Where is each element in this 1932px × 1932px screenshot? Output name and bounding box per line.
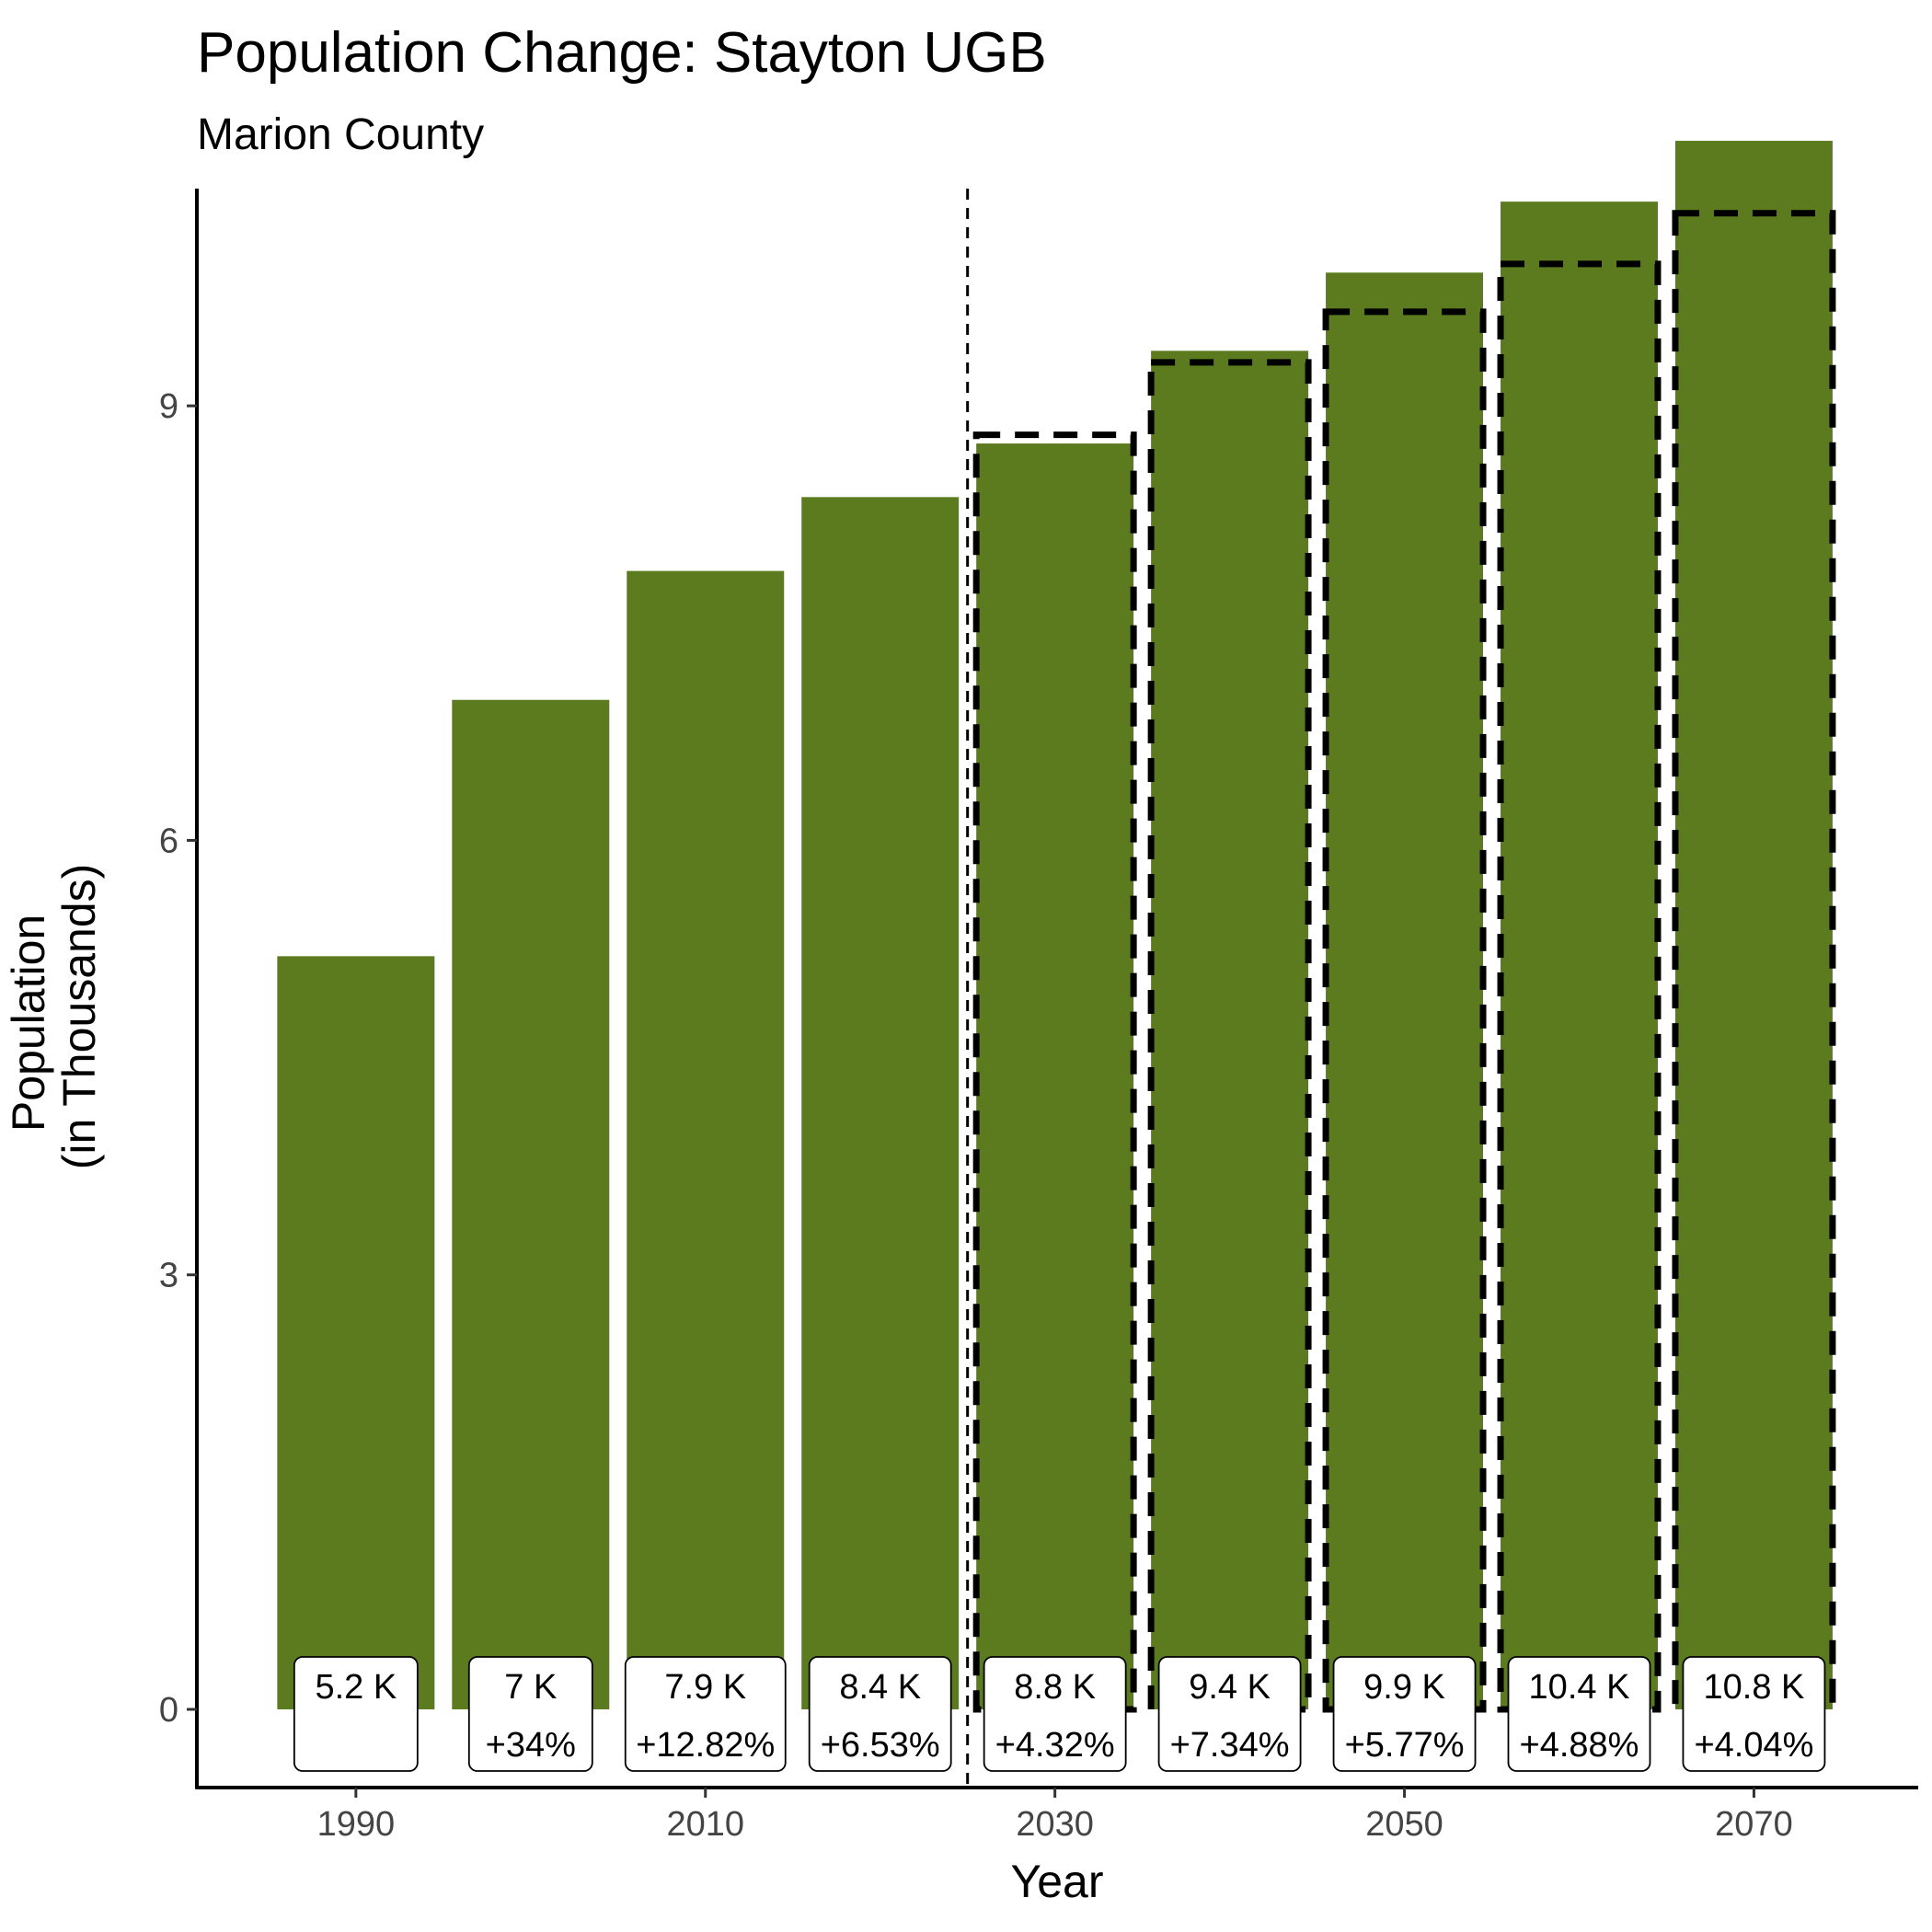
x-tick-label-2030: 2030 — [1016, 1805, 1094, 1844]
data-label-box — [467, 1656, 593, 1772]
data-label-change: +5.77% — [1345, 1726, 1465, 1765]
data-label-2020: 8.4 K +6.53% — [808, 1656, 952, 1772]
chart-subtitle: Marion County — [197, 110, 484, 159]
data-label-change: +7.34% — [1170, 1726, 1290, 1765]
bar-2070 — [1674, 141, 1833, 1709]
data-label-box — [1682, 1656, 1826, 1772]
bars-layer — [277, 141, 1833, 1709]
data-label-change: +34% — [486, 1726, 576, 1765]
data-label-box — [1332, 1656, 1477, 1772]
x-tick-label-2010: 2010 — [666, 1805, 744, 1844]
data-label-value: 10.8 K — [1704, 1668, 1805, 1707]
y-axis-title-line-1: Population — [3, 914, 54, 1132]
bar-1990 — [277, 956, 435, 1709]
data-label-value: 8.8 K — [1014, 1668, 1096, 1707]
data-label-change: +12.82% — [636, 1726, 775, 1765]
data-label-change: +6.53% — [821, 1726, 940, 1765]
data-label-box — [808, 1656, 952, 1772]
data-label-value: 10.4 K — [1529, 1668, 1630, 1707]
data-label-change: +4.32% — [995, 1726, 1115, 1765]
data-label-2050: 9.9 K +5.77% — [1332, 1656, 1477, 1772]
chart-title: Population Change: Stayton UGB — [197, 21, 1047, 85]
bar-2050 — [1326, 272, 1484, 1709]
data-label-box — [1507, 1656, 1651, 1772]
x-tick-label-2070: 2070 — [1715, 1805, 1793, 1844]
data-label-change: +4.04% — [1694, 1726, 1813, 1765]
data-label-2040: 9.4 K +7.34% — [1157, 1656, 1302, 1772]
data-label-value: 7 K — [504, 1668, 557, 1707]
y-tick-label-6: 6 — [159, 822, 178, 860]
y-axis-title: Population (in Thousands) — [3, 864, 105, 1170]
x-tick-label-2050: 2050 — [1365, 1805, 1443, 1844]
data-label-box — [624, 1656, 787, 1772]
data-label-2000: 7 K +34% — [467, 1656, 593, 1772]
data-label-box — [1157, 1656, 1302, 1772]
bar-2060 — [1501, 201, 1658, 1709]
data-label-2010: 7.9 K +12.82% — [624, 1656, 787, 1772]
data-label-2060: 10.4 K +4.88% — [1507, 1656, 1651, 1772]
bar-2010 — [627, 570, 785, 1709]
outline-bar-2040 — [1147, 359, 1312, 1713]
data-label-value: 9.4 K — [1189, 1668, 1271, 1707]
bar-2030 — [976, 443, 1134, 1709]
bar-2040 — [1151, 351, 1309, 1709]
x-tick-label-1990: 1990 — [317, 1805, 396, 1844]
data-label-value: 5.2 K — [315, 1668, 397, 1707]
axes-layer: 0 3 6 9 1990 2010 2030 2050 2070 — [159, 189, 1918, 1844]
data-label-box — [983, 1656, 1127, 1772]
data-label-1990: 5.2 K — [293, 1656, 419, 1772]
data-label-value: 8.4 K — [839, 1668, 921, 1707]
data-label-value: 9.9 K — [1363, 1668, 1445, 1707]
y-tick-label-3: 3 — [159, 1257, 178, 1295]
bar-2020 — [801, 497, 960, 1709]
data-labels-layer: 5.2 K 7 K +34% 7.9 K +12.82% 8.4 K +6.53% 8.8 K… — [293, 1656, 1826, 1772]
y-tick-label-9: 9 — [159, 387, 178, 426]
outline-bar-2070 — [1672, 210, 1836, 1713]
y-axis-title-line-2: (in Thousands) — [53, 864, 105, 1170]
data-label-box — [293, 1656, 419, 1772]
data-label-change: +4.88% — [1520, 1726, 1639, 1765]
data-label-2070: 10.8 K +4.04% — [1682, 1656, 1826, 1772]
data-label-value: 7.9 K — [664, 1668, 746, 1707]
bar-2000 — [452, 699, 610, 1709]
data-label-2030: 8.8 K +4.32% — [983, 1656, 1127, 1772]
y-tick-label-0: 0 — [159, 1691, 178, 1730]
x-axis-title: Year — [1010, 1856, 1103, 1907]
